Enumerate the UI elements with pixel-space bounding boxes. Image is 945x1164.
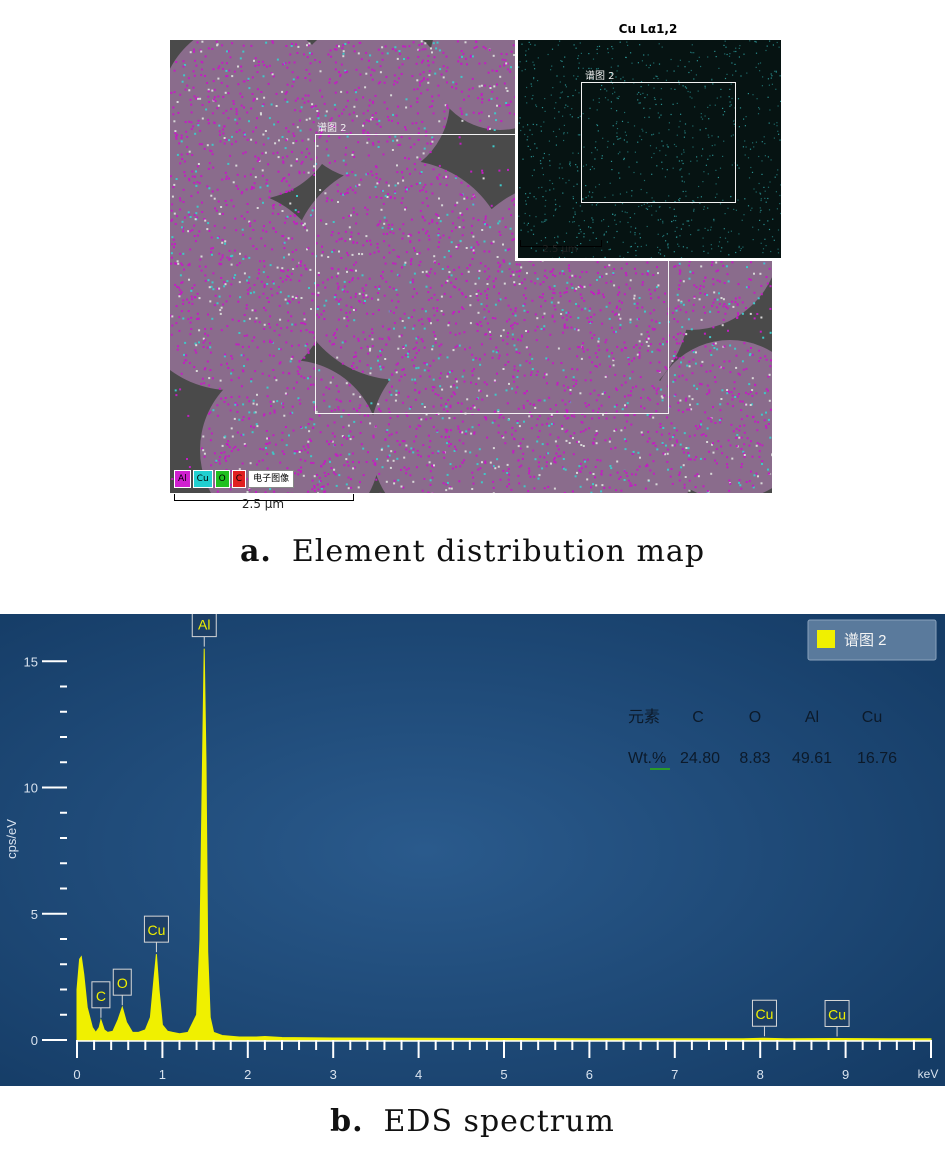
spectrum-legend: 谱图 2 [807, 619, 937, 661]
inset-scale-bar [520, 240, 602, 247]
legend-chip-o: O [214, 470, 230, 488]
caption-a-letter: a. [239, 534, 272, 569]
chart-background [0, 614, 945, 1086]
peak-label-c-0: C [91, 981, 111, 1018]
element-legend: Al Cu O C 电子图像 [174, 470, 295, 488]
inset-roi-box [581, 82, 736, 203]
x-tick-label-4: 4 [415, 1067, 422, 1082]
map-roi-box [315, 134, 669, 414]
spectrum-legend-swatch [817, 630, 835, 648]
cu-map-image [518, 40, 781, 258]
map-roi-label: 谱图 2 [317, 123, 347, 134]
table-element-cu: Cu [862, 709, 882, 726]
table-value-cu: 16.76 [857, 750, 897, 767]
peak-label-al-3: Al [191, 610, 217, 647]
spectrum-legend-label: 谱图 2 [844, 632, 887, 649]
cu-speckles [518, 40, 781, 258]
caption-b-letter: b. [330, 1104, 364, 1139]
y-axis: 0 5 10 15 [24, 654, 67, 1048]
x-tick-label-5: 5 [500, 1067, 507, 1082]
y-tick-label-0: 0 [31, 1033, 38, 1048]
table-value-c: 24.80 [680, 750, 720, 767]
x-axis-label: keV [918, 1067, 939, 1081]
table-element-al: Al [805, 709, 819, 726]
inset-map-title: Cu Lα1,2 [618, 22, 678, 36]
particle-blob [540, 370, 700, 493]
caption-a: a. Element distribution map [0, 534, 945, 569]
particle-blob [200, 360, 380, 493]
table-header-label: 元素 [628, 708, 660, 726]
y-tick-label-10: 10 [24, 781, 38, 796]
series-group [76, 648, 932, 1041]
composition-table: 元素 C O Al Cu Wt.% 24.80 8.83 49.61 16.76 [628, 708, 897, 770]
x-tick-label-6: 6 [586, 1067, 593, 1082]
peak-label-cu-5: Cu [824, 999, 850, 1037]
peak-label-o-1: O [112, 968, 132, 1006]
main-scale-bar [174, 494, 354, 501]
x-tick-label-7: 7 [671, 1067, 678, 1082]
inset-scale-label: 2.5 µm [542, 244, 578, 255]
table-value-al: 49.61 [792, 750, 832, 767]
cu-map-inset: 谱图 2 [515, 40, 781, 261]
y-tick-label-5: 5 [31, 907, 38, 922]
x-tick-label-9: 9 [842, 1067, 849, 1082]
x-axis: 0 1 2 3 4 5 6 7 8 9 [73, 1040, 932, 1082]
particle-blob [170, 120, 250, 240]
table-element-o: O [749, 709, 761, 726]
peak-label-cu-4: Cu [751, 999, 777, 1037]
y-tick-label-15: 15 [24, 654, 38, 669]
legend-chip-c: C [231, 470, 247, 488]
x-tick-label-1: 1 [159, 1067, 166, 1082]
legend-electron-image: 电子图像 [248, 470, 295, 488]
caption-b-text: EDS spectrum [383, 1104, 615, 1139]
caption-a-text: Element distribution map [291, 534, 706, 569]
x-tick-label-3: 3 [330, 1067, 337, 1082]
table-value-o: 8.83 [739, 750, 770, 767]
particle-blob [370, 340, 570, 493]
x-tick-label-8: 8 [757, 1067, 764, 1082]
inset-roi-label: 谱图 2 [585, 71, 615, 82]
table-row-label: Wt.% [628, 750, 666, 767]
particle-blob [290, 40, 450, 180]
spectrum-series-0 [76, 648, 932, 1041]
caption-b: b. EDS spectrum [0, 1104, 945, 1139]
legend-chip-al: Al [174, 470, 191, 488]
x-tick-label-0: 0 [73, 1067, 80, 1082]
spectrum-legend-box [807, 619, 937, 661]
main-scale-label: 2.5 µm [241, 497, 285, 511]
y-axis-label: cps/eV [4, 819, 19, 859]
x-tick-label-2: 2 [244, 1067, 251, 1082]
particle-blob [170, 190, 330, 390]
peak-label-cu-2: Cu [143, 915, 169, 953]
legend-chip-cu: Cu [192, 470, 213, 488]
table-element-c: C [692, 709, 704, 726]
